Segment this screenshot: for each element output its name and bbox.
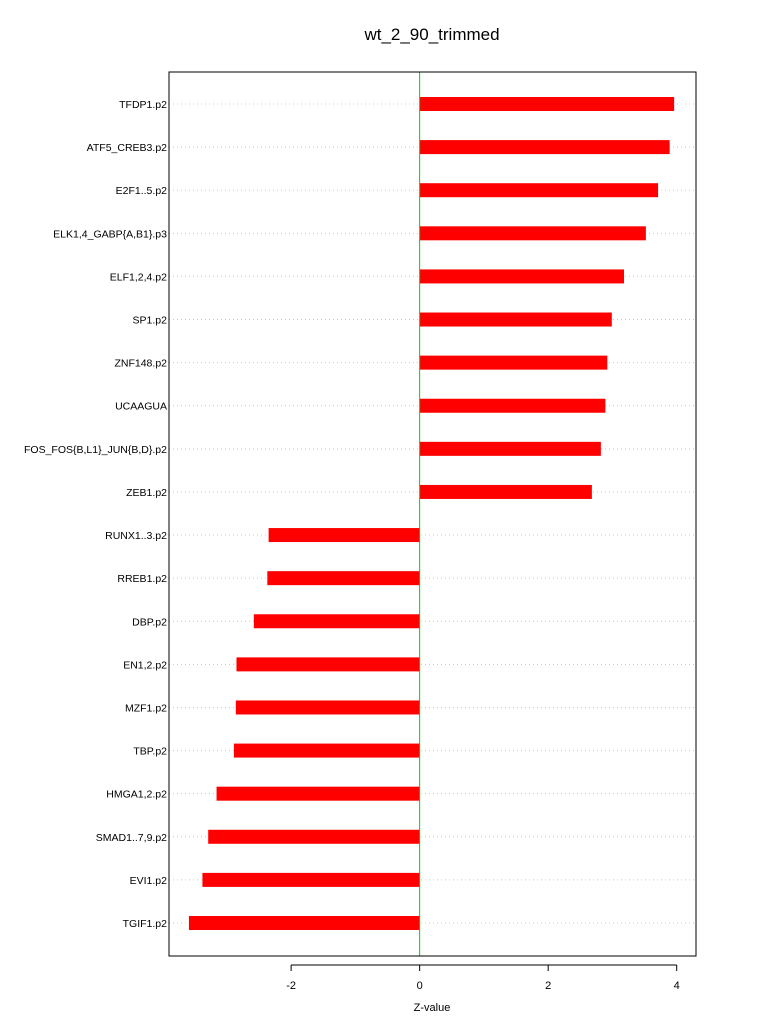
plot-frame bbox=[168, 71, 697, 957]
category-label: TBP.p2 bbox=[133, 746, 167, 758]
category-label: SP1.p2 bbox=[133, 315, 168, 327]
category-label: ELK1,4_GABP{A,B1}.p3 bbox=[53, 228, 167, 240]
bar bbox=[208, 829, 420, 844]
bar-layer bbox=[188, 97, 675, 930]
chart-title: wt_2_90_trimmed bbox=[363, 25, 499, 44]
category-label: ELF1,2,4.p2 bbox=[110, 271, 167, 283]
bar bbox=[188, 916, 420, 930]
bar bbox=[268, 528, 420, 543]
category-label: DBP.p2 bbox=[132, 616, 167, 628]
bar bbox=[236, 657, 420, 672]
category-label: EVI1.p2 bbox=[130, 875, 168, 887]
category-label: EN1,2.p2 bbox=[123, 659, 167, 671]
category-label: SMAD1..7,9.p2 bbox=[96, 832, 167, 844]
category-label: RUNX1..3.p2 bbox=[105, 530, 167, 542]
x-tick-label: 2 bbox=[545, 980, 551, 992]
bar bbox=[419, 97, 675, 111]
category-label: ATF5_CREB3.p2 bbox=[87, 142, 167, 154]
category-label: E2F1..5.p2 bbox=[116, 185, 168, 197]
category-label: FOS_FOS{B,L1}_JUN{B,D}.p2 bbox=[24, 444, 167, 456]
x-tick-label: 0 bbox=[417, 980, 423, 992]
category-label: HMGA1,2.p2 bbox=[106, 789, 167, 801]
x-tick-label: -2 bbox=[286, 980, 296, 992]
category-label: MZF1.p2 bbox=[125, 702, 167, 714]
bar bbox=[419, 484, 592, 499]
category-label: TFDP1.p2 bbox=[119, 99, 167, 111]
category-label-layer: TFDP1.p2 ATF5_CREB3.p2 E2F1..5.p2 ELK1,4_GA… bbox=[24, 99, 167, 930]
bar bbox=[267, 571, 420, 586]
category-label: ZNF148.p2 bbox=[114, 358, 167, 370]
bar bbox=[419, 355, 608, 370]
category-label: TGIF1.p2 bbox=[123, 918, 168, 930]
bar bbox=[216, 786, 420, 801]
bar bbox=[419, 269, 625, 284]
bar bbox=[233, 743, 420, 758]
x-axis-label: Z-value bbox=[414, 1002, 451, 1014]
x-axis: -2 0 2 4 bbox=[286, 72, 680, 992]
bar bbox=[235, 700, 420, 715]
bar bbox=[253, 614, 420, 629]
category-label: UCAAGUA bbox=[115, 401, 167, 413]
bar bbox=[419, 398, 606, 413]
category-label: ZEB1.p2 bbox=[126, 487, 167, 499]
bar bbox=[202, 872, 420, 887]
bar bbox=[419, 226, 646, 241]
bar bbox=[419, 183, 659, 198]
x-tick-label: 4 bbox=[674, 980, 680, 992]
bar bbox=[419, 441, 601, 456]
bar bbox=[419, 312, 612, 327]
category-label: RREB1.p2 bbox=[117, 573, 167, 585]
bar bbox=[419, 140, 670, 155]
